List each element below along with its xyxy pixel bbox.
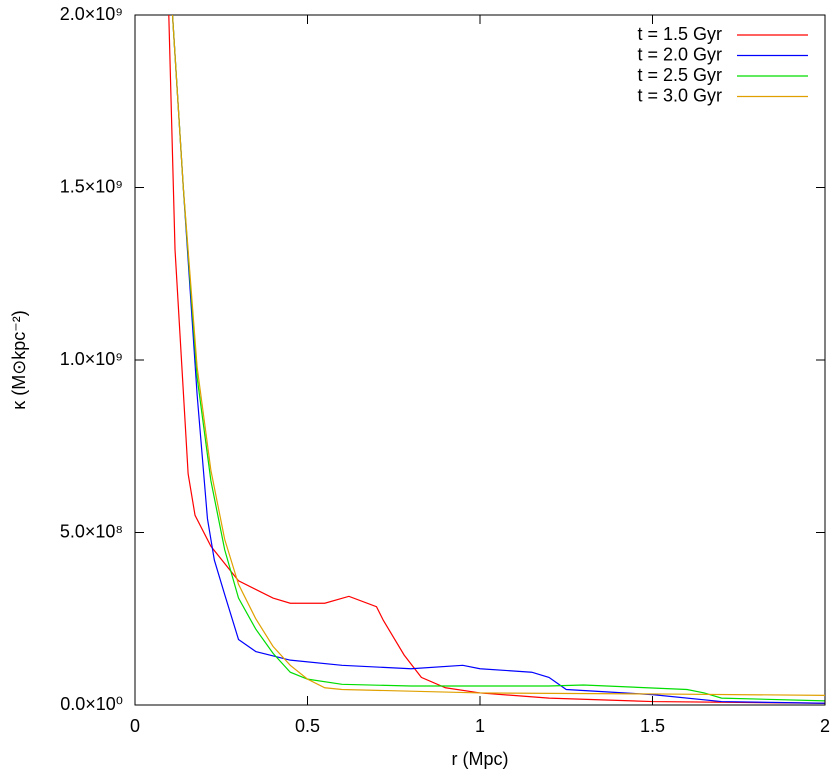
x-tick-label: 1.5 (640, 716, 665, 736)
y-tick-label: 2.0×10⁹ (60, 4, 123, 24)
series-line (171, 15, 825, 704)
legend-label: t = 2.0 Gyr (637, 44, 722, 64)
y-axis-label: κ (M⊙kpc⁻²) (9, 310, 29, 410)
legend-label: t = 3.0 Gyr (637, 85, 722, 105)
series-line (171, 15, 825, 702)
legend-label: t = 1.5 Gyr (637, 24, 722, 44)
x-tick-label: 0 (130, 716, 140, 736)
x-tick-label: 1 (475, 716, 485, 736)
y-tick-label: 0.0×10⁰ (60, 694, 123, 714)
x-tick-label: 0.5 (295, 716, 320, 736)
y-tick-label: 1.5×10⁹ (60, 176, 123, 196)
y-tick-label: 5.0×10⁸ (60, 521, 123, 541)
series-line (171, 15, 825, 696)
y-tick-label: 1.0×10⁹ (60, 349, 123, 369)
x-axis-label: r (Mpc) (452, 749, 509, 769)
plot-frame (134, 14, 826, 706)
x-tick-label: 2 (820, 716, 830, 736)
legend-label: t = 2.5 Gyr (637, 65, 722, 85)
plot-lines (168, 15, 825, 704)
series-line (168, 15, 825, 704)
